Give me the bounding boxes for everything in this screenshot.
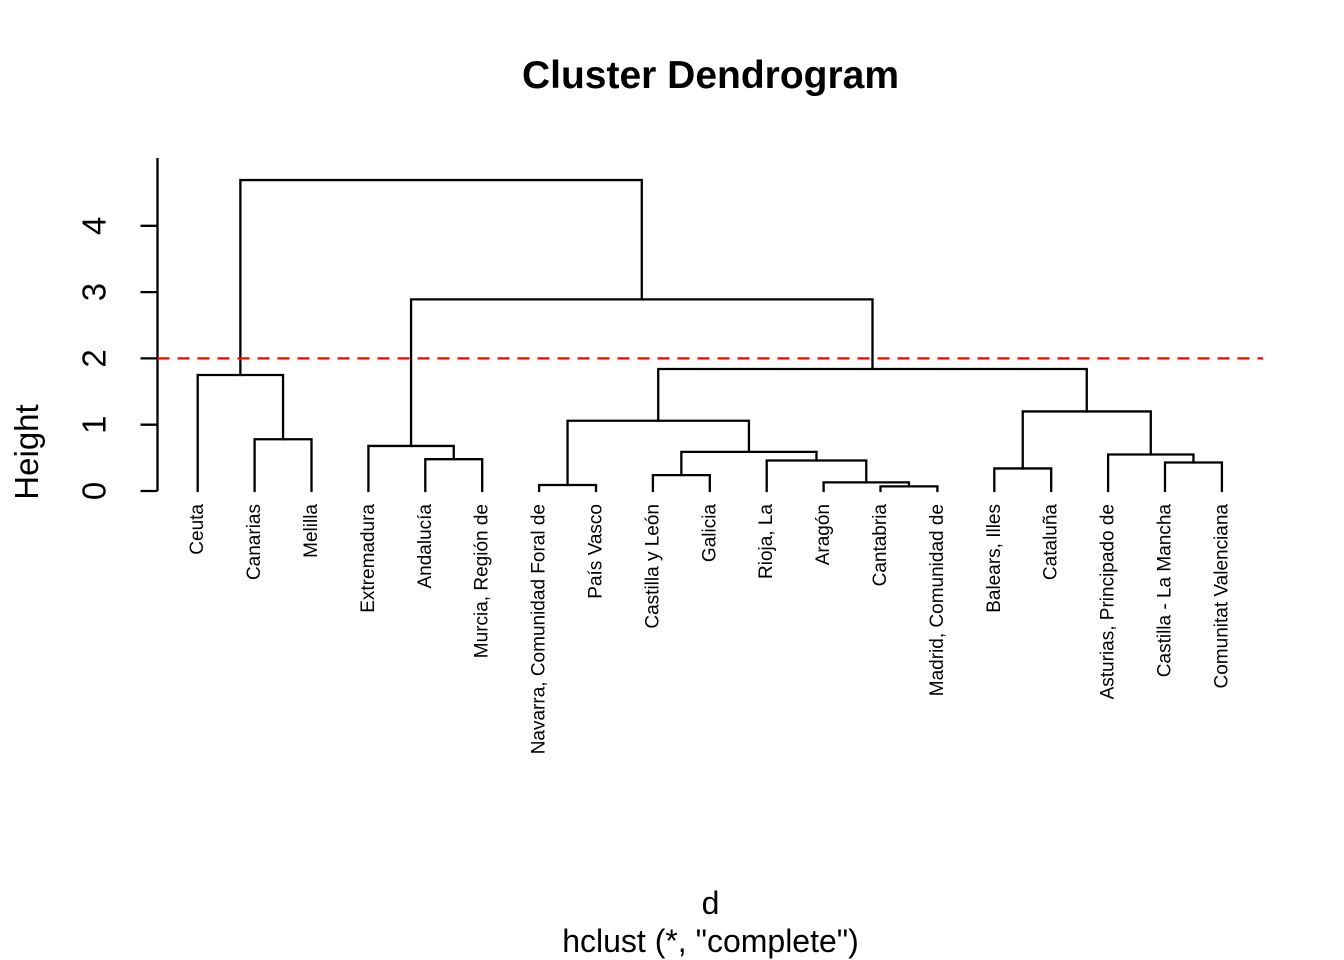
leaf-label-16: Cataluña — [1041, 504, 1062, 580]
leaf-label-19: Comunitat Valenciana — [1211, 504, 1232, 689]
x-axis-label-data: d — [701, 885, 720, 921]
leaf-label-7: Navarra, Comunidad Foral de — [529, 504, 550, 754]
leaf-label-1: Ceuta — [187, 504, 208, 555]
dendrogram-link-n6 — [651, 473, 711, 493]
leaf-label-11: Rioja, La — [756, 504, 777, 579]
y-axis-tick-label: 1 — [76, 416, 113, 434]
dendrogram-link-n2 — [196, 373, 285, 493]
chart-title: Cluster Dendrogram — [521, 54, 900, 97]
dendrogram-link-n10 — [680, 450, 818, 477]
y-axis-tick-label: 2 — [76, 349, 113, 367]
dendrogram-link-n15 — [1021, 410, 1152, 470]
dendrogram-link-n13 — [1163, 461, 1224, 493]
leaf-label-5: Andalucía — [415, 504, 436, 589]
y-axis-tick-label: 0 — [76, 482, 113, 500]
dendrogram-link-n17 — [409, 298, 874, 448]
dendrogram-link-n9 — [765, 459, 868, 493]
y-axis-tick-label: 3 — [76, 283, 113, 301]
dendrogram-link-n3 — [424, 458, 484, 493]
y-axis-tick-label: 4 — [76, 217, 113, 235]
dendrogram-link-n1 — [253, 438, 313, 493]
leaf-label-12: Aragón — [813, 504, 834, 565]
leaf-label-18: Castilla - La Mancha — [1155, 504, 1176, 678]
leaf-label-6: Murcia, Región de — [472, 504, 493, 658]
leaf-label-3: Melilla — [301, 504, 322, 558]
leaf-label-17: Asturias, Principado de — [1098, 504, 1119, 699]
leaf-label-4: Extremadura — [358, 504, 379, 613]
leaf-label-2: Canarias — [244, 504, 265, 580]
x-axis-label-call: hclust (*, "complete") — [562, 923, 859, 959]
dendrogram-link-n14 — [1106, 453, 1195, 493]
leaf-label-10: Galicia — [699, 504, 720, 563]
dendrogram-link-n18 — [239, 178, 643, 377]
leaf-label-14: Madrid, Comunidad de — [927, 504, 948, 696]
leaf-label-9: Castilla y León — [642, 504, 663, 629]
leaf-label-13: Cantabria — [870, 504, 891, 587]
leaf-label-8: País Vasco — [586, 504, 607, 599]
dendrogram-link-n12 — [993, 467, 1053, 493]
dendrogram-link-n4 — [367, 444, 455, 493]
leaf-label-15: Balears, Illes — [984, 504, 1005, 613]
